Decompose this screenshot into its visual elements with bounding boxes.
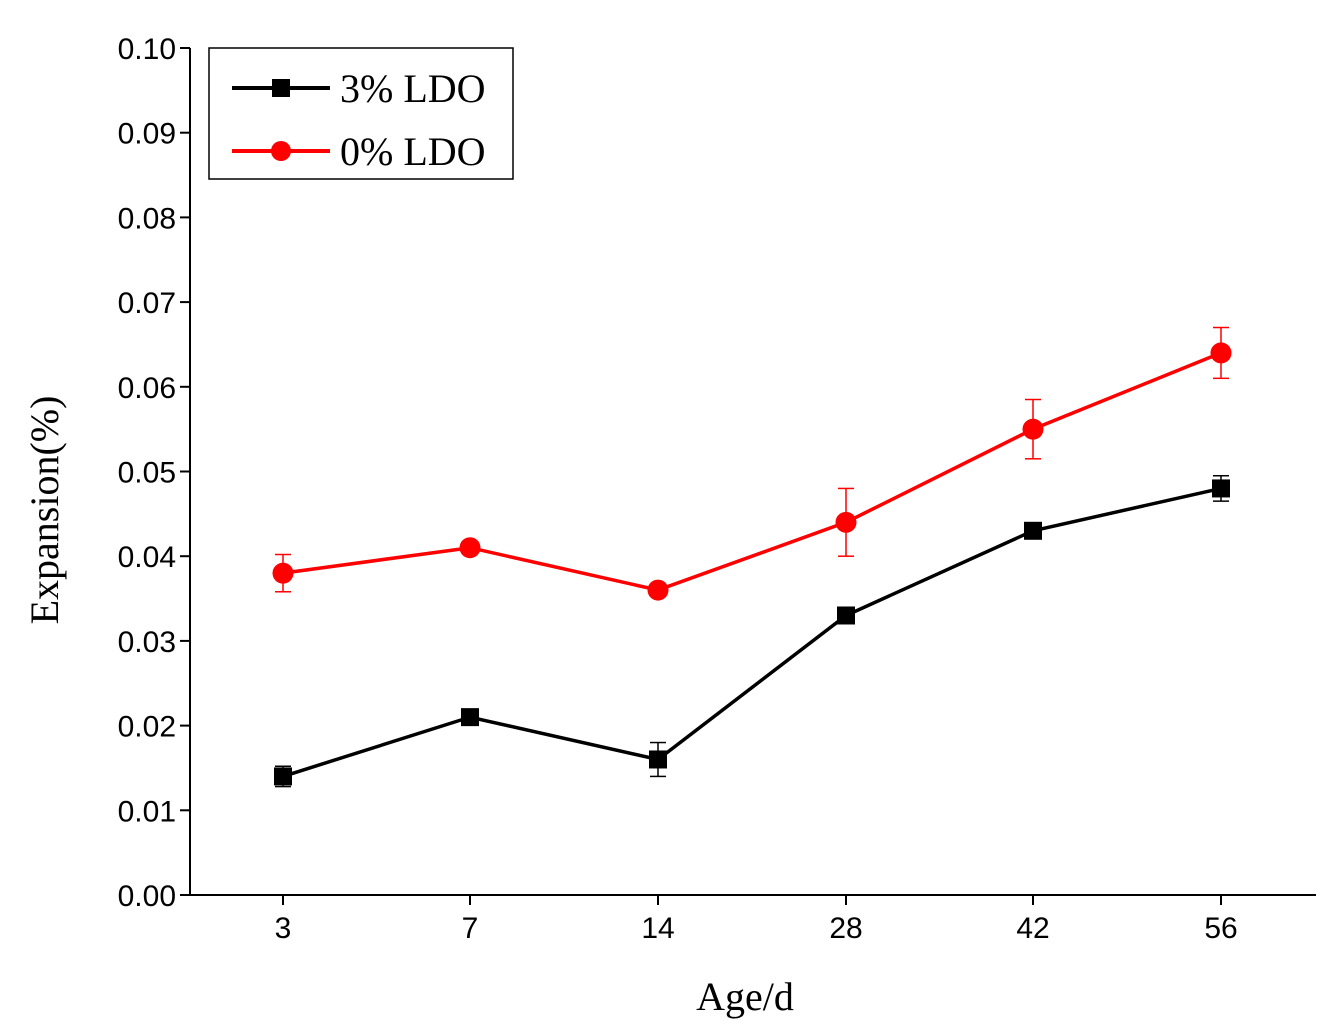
x-axis-title: Age/d	[696, 974, 794, 1019]
x-tick-label: 3	[275, 912, 292, 945]
y-ticks: 0.00 0.01 0.02 0.03 0.04 0.05 0.06 0.07 0.08 0.09…	[118, 33, 190, 913]
legend-label-0pct-ldo: 0% LDO	[340, 129, 486, 174]
x-tick-label: 7	[462, 912, 479, 945]
data-point-circle	[272, 562, 294, 584]
legend-item-3pct-ldo: 3% LDO	[232, 66, 486, 111]
y-tick-label: 0.09	[118, 118, 176, 151]
y-tick-label: 0.03	[118, 626, 176, 659]
series-3pct-ldo	[274, 474, 1230, 788]
legend: 3% LDO 0% LDO	[208, 47, 514, 180]
y-tick-label: 0.08	[118, 202, 176, 235]
series	[272, 326, 1232, 788]
data-point-square	[1212, 479, 1230, 498]
y-axis-title: Expansion(%)	[22, 396, 67, 625]
legend-square-marker-icon	[272, 79, 290, 97]
y-tick-label: 0.07	[118, 287, 176, 320]
data-point-circle	[459, 537, 481, 559]
series-line	[282, 486, 1222, 779]
y-tick-label: 0.01	[118, 795, 176, 828]
data-point-square	[274, 767, 292, 786]
data-point-square	[837, 606, 855, 625]
y-tick-label: 0.05	[118, 457, 176, 490]
data-point-square	[1024, 521, 1042, 540]
legend-box	[208, 47, 514, 180]
x-tick-label: 28	[829, 912, 862, 945]
data-point-circle	[1210, 342, 1232, 364]
legend-item-0pct-ldo: 0% LDO	[232, 129, 486, 174]
legend-circle-marker-icon	[271, 141, 291, 161]
x-tick-label: 14	[641, 912, 674, 945]
x-ticks: 3 7 14 28 42 56	[275, 895, 1238, 945]
y-tick-label: 0.10	[118, 33, 176, 66]
data-point-square	[461, 708, 479, 727]
y-tick-label: 0.00	[118, 880, 176, 913]
data-point-circle	[1022, 418, 1044, 440]
data-point-square	[649, 750, 667, 769]
y-tick-label: 0.02	[118, 711, 176, 744]
data-point-circle	[647, 579, 669, 601]
series-0pct-ldo	[272, 326, 1232, 601]
y-tick-label: 0.04	[118, 541, 176, 574]
data-point-circle	[835, 511, 857, 533]
x-tick-label: 42	[1016, 912, 1049, 945]
legend-label-3pct-ldo: 3% LDO	[340, 66, 486, 111]
x-tick-label: 56	[1204, 912, 1237, 945]
y-tick-label: 0.06	[118, 372, 176, 405]
series-line	[282, 351, 1222, 592]
